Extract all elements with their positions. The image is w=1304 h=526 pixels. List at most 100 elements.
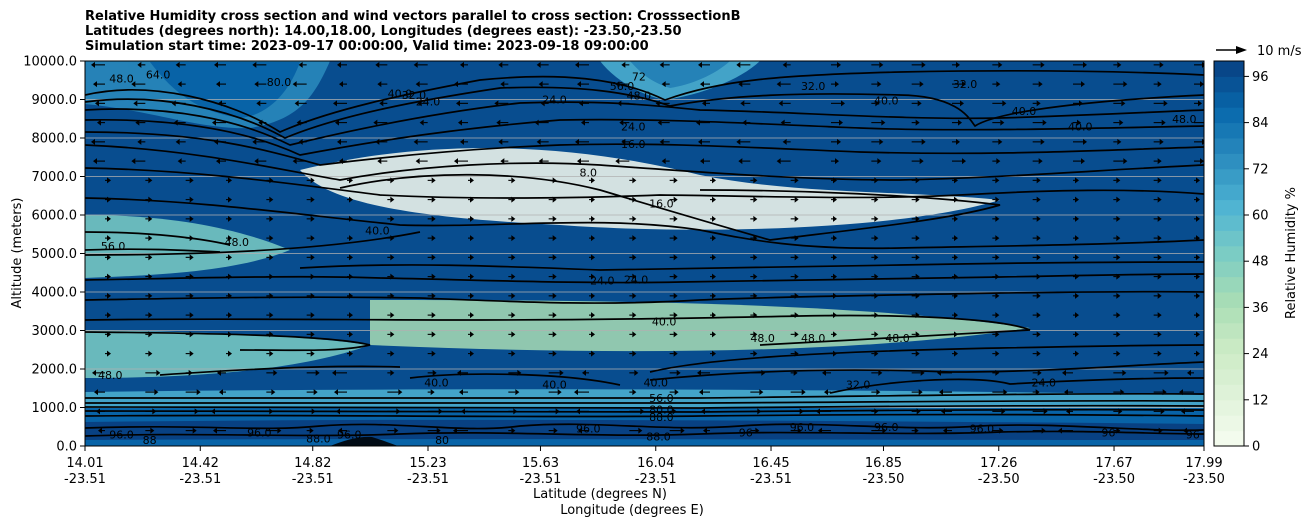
wind-vector-head	[390, 350, 395, 357]
wind-vector-head	[470, 292, 474, 299]
wind-vector-head	[1062, 369, 1066, 376]
chart-title-line-3: Simulation start time: 2023-09-17 00:00:…	[85, 39, 649, 54]
wind-vector-head	[1164, 369, 1169, 376]
wind-vector-head	[552, 350, 557, 357]
colorbar-band	[1214, 399, 1244, 416]
wind-vector-head	[943, 427, 947, 434]
wind-vector-head	[591, 235, 595, 242]
contour-line	[85, 413, 1204, 418]
wind-vector-head	[919, 81, 924, 88]
wind-vector-head	[470, 331, 474, 338]
wind-vector-head	[338, 427, 342, 434]
contour-label: 48.0	[750, 332, 775, 345]
wind-vector-head	[458, 119, 462, 126]
chart-title-line-1: Relative Humidity cross section and wind…	[85, 9, 741, 24]
wind-vector-head	[578, 427, 582, 434]
wind-vector-head	[431, 254, 436, 261]
humidity-features	[85, 61, 1204, 446]
wind-vector-head	[876, 389, 881, 396]
contour-line	[85, 423, 1204, 432]
wind-vector-head	[995, 369, 1000, 376]
contour-line	[85, 399, 1204, 405]
wind-vector-head	[874, 235, 879, 242]
wind-vector-head	[915, 254, 920, 261]
contour-label: 40.0	[874, 94, 899, 107]
wind-vector-head	[337, 138, 341, 145]
wind-vector-head	[228, 177, 232, 184]
contour-line	[85, 101, 1204, 146]
wind-vector-head	[1116, 331, 1121, 338]
y-tick-label: 2000.0	[32, 363, 78, 378]
wind-vector-head	[470, 215, 474, 222]
wind-vector-head	[173, 119, 178, 126]
wind-vector-head	[962, 158, 966, 165]
contour-label: 96.0	[247, 427, 272, 440]
wind-vector-head	[216, 81, 220, 88]
wind-vector-head	[214, 61, 218, 68]
wind-vector-head	[454, 158, 458, 165]
wind-vector-head	[995, 312, 1000, 319]
wind-vector-head	[632, 196, 637, 203]
wind-vector-head	[582, 369, 586, 376]
wind-vector-head	[673, 235, 678, 242]
wind-vector-head	[93, 81, 97, 88]
wind-vector-head	[816, 408, 820, 415]
contour-label: 40.0	[1068, 120, 1093, 133]
wind-vector-head	[310, 273, 315, 280]
wind-vector-head	[1196, 350, 1200, 357]
wind-vector-head	[921, 61, 926, 68]
wind-vector-head	[500, 158, 505, 165]
wind-vector-head	[702, 100, 706, 107]
wind-vector-head	[1075, 350, 1079, 357]
x-tick-label-latitude: 16.85	[865, 456, 902, 471]
wind-vector-head	[881, 119, 886, 126]
wind-vector-head	[313, 389, 318, 396]
wind-vector-head	[1122, 369, 1127, 376]
wind-vector-head	[430, 389, 435, 396]
wind-vector-head	[673, 254, 678, 261]
wind-vector-head	[1157, 292, 1162, 299]
wind-vector-head	[1037, 369, 1042, 376]
wind-vector-head	[470, 177, 474, 184]
wind-vector-head	[1123, 81, 1128, 88]
wind-vector-head	[793, 369, 798, 376]
wind-vector-head	[874, 196, 879, 203]
wind-vector-head	[916, 408, 921, 415]
wind-vector-head	[575, 61, 579, 68]
wind-vector-head	[919, 158, 924, 165]
wind-vector-head	[277, 427, 282, 434]
wind-vector-head	[436, 427, 441, 434]
wind-vector-head	[824, 389, 828, 396]
colorbar-band	[1214, 430, 1244, 447]
wind-vector-head	[833, 312, 837, 319]
wind-vector-head	[511, 215, 516, 222]
wind-vector-head	[1036, 196, 1041, 203]
wind-vector-head	[1160, 408, 1165, 415]
wind-vector-head	[107, 331, 111, 338]
x-tick-label-latitude: 16.04	[637, 456, 674, 471]
wind-vector-head	[962, 81, 966, 88]
wind-vector-head	[1198, 100, 1202, 107]
colorbar-band	[1214, 61, 1244, 77]
wind-vector-head	[1003, 389, 1008, 396]
wind-vector-head	[311, 408, 316, 415]
wind-vector-head	[837, 138, 841, 145]
contour-line	[85, 231, 1204, 271]
wind-vector-head	[833, 215, 837, 222]
colorbar-band	[1214, 76, 1244, 93]
wind-vector-head	[498, 138, 503, 145]
wind-vector-head	[1040, 138, 1045, 145]
contour-label: 96.0	[790, 421, 815, 434]
wind-vector-head	[1196, 254, 1200, 261]
wind-vector-head	[1157, 158, 1162, 165]
wind-vector-head	[794, 273, 799, 280]
wind-vector-head	[577, 158, 581, 165]
wind-vector-head	[1083, 138, 1087, 145]
wind-vector-head	[552, 273, 557, 280]
x-tick-label-latitude: 15.23	[409, 456, 446, 471]
wind-vector-head	[269, 408, 274, 415]
contour-label: 96.0	[874, 421, 899, 434]
wind-vector-head	[373, 119, 378, 126]
wind-vector-head	[390, 215, 395, 222]
wind-vector-head	[148, 215, 153, 222]
